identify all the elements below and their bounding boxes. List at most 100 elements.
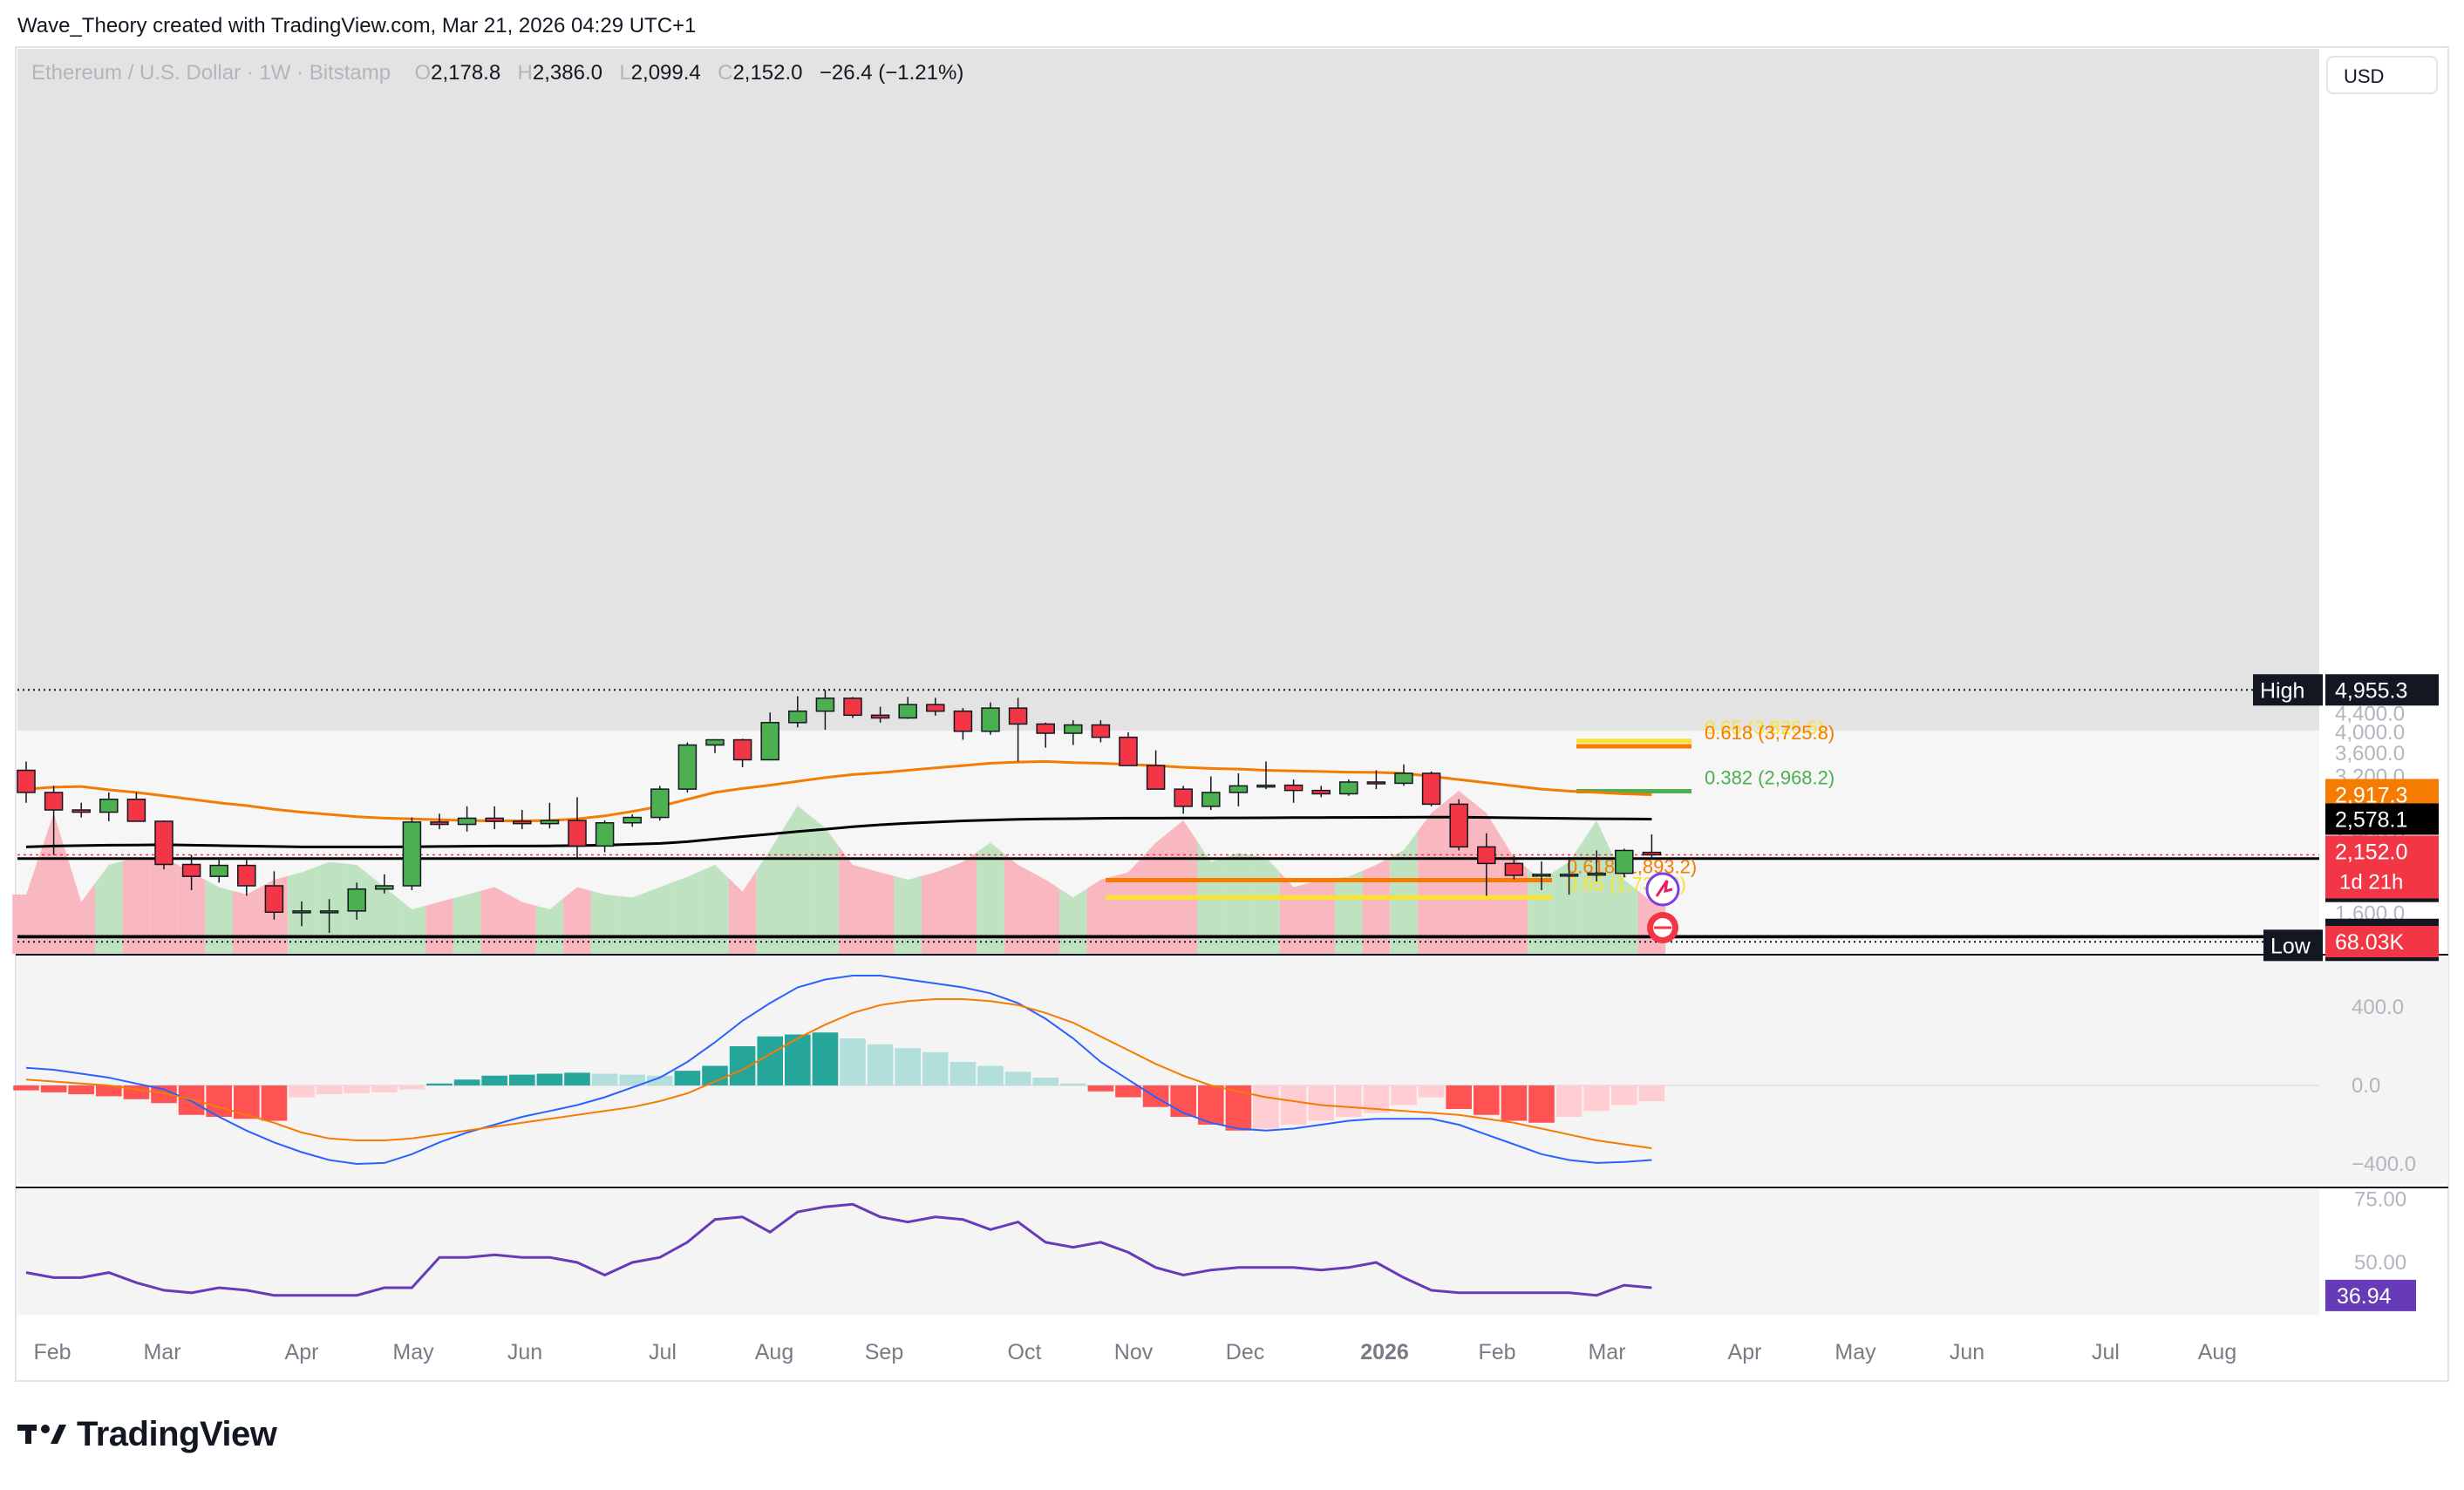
high-label: High xyxy=(2260,678,2304,703)
candle-body xyxy=(953,710,973,732)
volume-area xyxy=(922,867,950,954)
currency-button[interactable]: USD xyxy=(2326,56,2438,94)
volume-area xyxy=(95,861,123,954)
ma200-value-bg xyxy=(2325,803,2439,835)
candle xyxy=(843,697,862,718)
candle-body xyxy=(898,704,917,719)
symbol-title[interactable]: Ethereum / U.S. Dollar · 1W · Bitstamp xyxy=(31,61,391,85)
macd-histogram-bar xyxy=(702,1065,728,1085)
volume-area xyxy=(701,865,729,954)
main-pane-bg-top xyxy=(17,49,2319,731)
high-value-bg xyxy=(2325,674,2439,706)
tradingview-logo-icon xyxy=(17,1425,66,1444)
candle-body xyxy=(760,722,779,761)
time-axis[interactable]: Feb Mar Apr May Jun Jul Aug Sep Oct Nov Dec 2026 Feb… xyxy=(33,1340,2236,1364)
close-label: C xyxy=(718,61,733,85)
candle xyxy=(292,901,311,927)
candle-body xyxy=(1174,788,1193,807)
macd-histogram-bar xyxy=(344,1085,370,1093)
candle xyxy=(402,817,422,890)
time-tick-label: Sep xyxy=(865,1340,903,1364)
volume-area xyxy=(1335,870,1363,954)
volume-area xyxy=(784,806,812,954)
tradingview-logo[interactable]: TradingView xyxy=(17,1412,277,1456)
macd-histogram-bar xyxy=(316,1085,343,1095)
macd-histogram-bar xyxy=(564,1072,590,1085)
volume-histogram xyxy=(12,791,1666,954)
last-price-value: 2,152.0 xyxy=(2335,840,2407,864)
volume-area xyxy=(673,870,702,954)
candle xyxy=(430,813,449,830)
time-tick-label: Mar xyxy=(143,1340,180,1364)
candle xyxy=(1477,833,1496,896)
volume-area xyxy=(811,816,840,954)
candle-body xyxy=(1421,772,1441,806)
macd-histogram-bar xyxy=(1032,1078,1058,1085)
open-label: O xyxy=(414,61,432,85)
candle-body xyxy=(44,792,64,811)
candle-body xyxy=(1615,849,1634,874)
candle xyxy=(485,806,504,830)
time-tick-label: Apr xyxy=(1728,1340,1762,1364)
macd-histogram-bar xyxy=(68,1085,94,1095)
rsi-value: 36.94 xyxy=(2337,1284,2392,1309)
candle xyxy=(1201,776,1221,811)
macd-histogram-bar xyxy=(619,1074,645,1085)
candle-body xyxy=(430,821,449,826)
candle xyxy=(99,792,119,821)
volume-area xyxy=(1555,840,1583,954)
change-value: −26.4 (−1.21%) xyxy=(819,61,964,85)
candle xyxy=(457,806,477,832)
volume-area xyxy=(371,875,398,954)
candle-body xyxy=(623,816,642,824)
candle-body xyxy=(181,863,201,877)
volume-area xyxy=(1004,854,1032,954)
candle-body xyxy=(71,809,91,813)
macd-histogram-bar xyxy=(40,1085,67,1092)
candle xyxy=(623,814,642,827)
candle xyxy=(1311,786,1331,798)
candle-body xyxy=(154,820,174,866)
candle xyxy=(319,899,339,934)
candle xyxy=(17,761,36,803)
macd-histogram-bar xyxy=(371,1085,398,1092)
macd-signal-line xyxy=(25,998,1652,1149)
volume-value: 68.03K xyxy=(2335,930,2405,955)
candle xyxy=(1615,848,1634,878)
candle xyxy=(1532,861,1551,890)
candle-body xyxy=(843,697,862,717)
candle xyxy=(1229,772,1249,806)
candle-body xyxy=(1091,724,1111,738)
macd-histogram-bar xyxy=(1555,1085,1583,1117)
candle xyxy=(981,702,1000,735)
candle-body xyxy=(540,820,560,825)
macd-histogram-bar xyxy=(812,1032,839,1085)
macd-histogram-bar xyxy=(481,1075,507,1085)
candlestick-series[interactable] xyxy=(17,690,1662,934)
volume-area xyxy=(150,857,178,954)
volume-area xyxy=(480,887,508,954)
candle xyxy=(181,854,201,890)
volume-area xyxy=(1141,831,1170,954)
macd-histogram-bar xyxy=(867,1044,894,1085)
symbol-legend[interactable]: Ethereum / U.S. Dollar · 1W · Bitstamp O… xyxy=(31,61,963,85)
candle-body xyxy=(1587,872,1606,876)
volume-area xyxy=(1279,872,1308,954)
candle xyxy=(264,871,284,920)
macd-histogram-bar xyxy=(1638,1085,1665,1101)
candle xyxy=(650,786,670,821)
flag-icon[interactable] xyxy=(1647,912,1678,943)
candle xyxy=(1559,856,1579,895)
candle xyxy=(540,802,560,829)
candle xyxy=(926,697,945,716)
time-tick-label: Jul xyxy=(2092,1340,2120,1364)
candle xyxy=(1587,850,1606,882)
magic-tool-icon[interactable] xyxy=(1645,872,1680,907)
macd-histogram-bar xyxy=(1170,1085,1196,1117)
fib-label: 0.382 (2,968.2) xyxy=(1705,767,1834,789)
volume-area xyxy=(977,842,1004,954)
candle xyxy=(760,712,779,761)
candle-body xyxy=(292,910,311,914)
